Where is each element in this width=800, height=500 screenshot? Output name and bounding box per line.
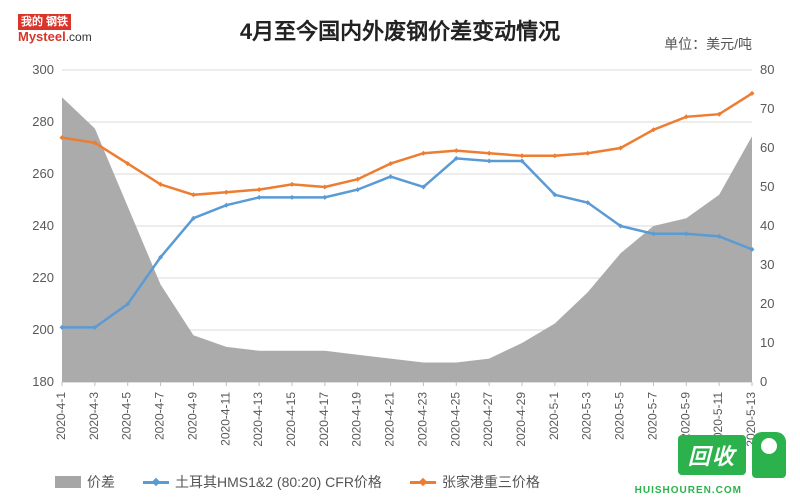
svg-text:2020-4-29: 2020-4-29 [514,392,528,447]
svg-text:2020-4-13: 2020-4-13 [251,392,265,447]
svg-text:40: 40 [760,218,774,233]
svg-text:30: 30 [760,257,774,272]
swatch-line-icon [410,481,436,484]
svg-text:80: 80 [760,62,774,77]
swatch-area-icon [55,476,81,488]
svg-text:2020-4-23: 2020-4-23 [415,392,429,447]
svg-text:300: 300 [32,62,54,77]
legend-label: 土耳其HMS1&2 (80:20) CFR价格 [175,472,382,492]
watermark: 回收 [678,432,786,478]
svg-text:0: 0 [760,374,767,389]
svg-text:60: 60 [760,140,774,155]
svg-text:260: 260 [32,166,54,181]
chart-svg: 180200220240260280300 01020304050607080 … [0,0,800,500]
svg-text:2020-5-5: 2020-5-5 [613,392,627,440]
svg-text:2020-4-1: 2020-4-1 [54,392,68,440]
svg-text:2020-4-17: 2020-4-17 [317,392,331,447]
legend-label: 张家港重三价格 [442,472,540,492]
svg-text:2020-5-7: 2020-5-7 [645,392,659,440]
svg-text:20: 20 [760,296,774,311]
svg-text:280: 280 [32,114,54,129]
svg-text:2020-4-7: 2020-4-7 [153,392,167,440]
svg-text:220: 220 [32,270,54,285]
svg-text:70: 70 [760,101,774,116]
svg-text:2020-5-1: 2020-5-1 [547,392,561,440]
legend-item-diff: 价差 [55,472,115,492]
svg-text:2020-4-19: 2020-4-19 [350,392,364,447]
watermark-badge: 回收 [678,435,746,475]
svg-text:240: 240 [32,218,54,233]
chart-container: 我的 钢铁 Mysteel.com 4月至今国内外废钢价差变动情况 单位：美元/… [0,0,800,500]
legend-item-turkey: 土耳其HMS1&2 (80:20) CFR价格 [143,472,382,492]
svg-text:10: 10 [760,335,774,350]
svg-text:2020-4-5: 2020-4-5 [120,392,134,440]
person-icon [752,432,786,478]
svg-text:180: 180 [32,374,54,389]
svg-text:2020-4-15: 2020-4-15 [284,392,298,447]
svg-text:2020-5-3: 2020-5-3 [580,392,594,440]
svg-text:200: 200 [32,322,54,337]
svg-text:2020-4-3: 2020-4-3 [87,392,101,440]
legend-label: 价差 [87,472,115,492]
legend-item-zjg: 张家港重三价格 [410,472,540,492]
legend: 价差 土耳其HMS1&2 (80:20) CFR价格 张家港重三价格 [55,472,540,492]
svg-text:2020-4-21: 2020-4-21 [383,392,397,447]
svg-text:2020-4-11: 2020-4-11 [218,392,232,446]
svg-text:50: 50 [760,179,774,194]
svg-text:2020-4-27: 2020-4-27 [481,392,495,447]
watermark-url: HUISHOUREN.COM [635,485,742,496]
svg-text:2020-4-9: 2020-4-9 [185,392,199,440]
svg-text:2020-4-25: 2020-4-25 [448,392,462,447]
swatch-line-icon [143,481,169,484]
